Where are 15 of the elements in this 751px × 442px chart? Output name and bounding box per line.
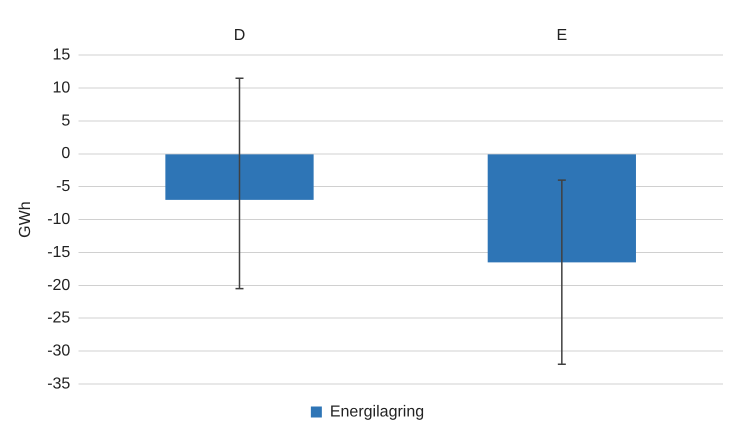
y-tick-label: -30 — [47, 342, 70, 360]
y-tick-label: -20 — [47, 276, 70, 294]
y-tick-label: 0 — [61, 145, 70, 162]
y-tick-label: 15 — [52, 46, 70, 64]
x-tick-label: E — [556, 27, 568, 44]
x-tick-label: D — [234, 27, 246, 44]
y-axis-title: GWh — [17, 201, 34, 238]
y-tick-label: -35 — [47, 375, 70, 392]
y-tick-label: 5 — [61, 112, 70, 130]
y-tick-label: -10 — [47, 211, 70, 228]
legend-label: Energilagring — [330, 403, 424, 420]
y-tick-label: -5 — [56, 178, 70, 196]
y-tick-label: -25 — [47, 310, 70, 327]
y-tick-label: 10 — [52, 79, 70, 96]
y-tick-label: -15 — [47, 244, 70, 261]
